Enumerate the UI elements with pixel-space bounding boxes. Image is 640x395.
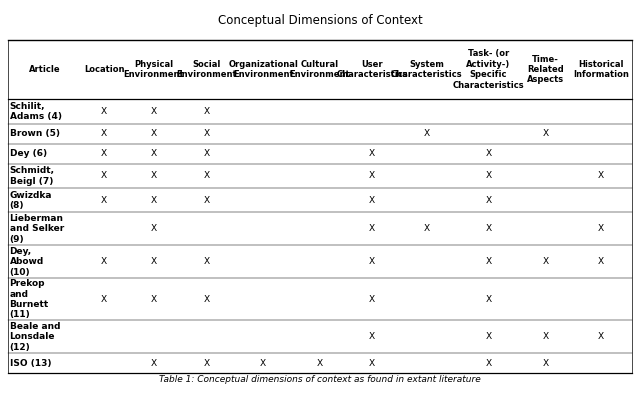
Text: Social
Environment: Social Environment [176,60,237,79]
Text: X: X [150,359,157,368]
Text: X: X [150,295,157,304]
Text: X: X [204,171,209,181]
Text: X: X [485,224,492,233]
Text: X: X [424,129,430,138]
Text: X: X [369,149,375,158]
Text: X: X [101,258,108,267]
Text: X: X [101,171,108,181]
Text: X: X [204,196,209,205]
Text: X: X [369,332,375,341]
Text: Location: Location [84,65,124,74]
Text: Conceptual Dimensions of Context: Conceptual Dimensions of Context [218,14,422,27]
Text: Article: Article [29,65,61,74]
Text: X: X [598,332,604,341]
Text: X: X [485,171,492,181]
Text: X: X [369,258,375,267]
Text: Dey (6): Dey (6) [10,149,47,158]
Text: X: X [204,129,209,138]
Text: Gwizdka
(8): Gwizdka (8) [10,191,52,210]
Text: X: X [369,359,375,368]
Text: X: X [485,359,492,368]
Text: X: X [485,258,492,267]
Text: X: X [543,258,548,267]
Text: Time-
Related
Aspects: Time- Related Aspects [527,55,564,84]
Text: X: X [204,258,209,267]
Text: X: X [598,224,604,233]
Text: X: X [485,332,492,341]
Text: X: X [101,196,108,205]
Text: X: X [543,359,548,368]
Text: X: X [150,224,157,233]
Text: X: X [485,295,492,304]
Text: X: X [317,359,323,368]
Text: X: X [598,258,604,267]
Text: Physical
Environment: Physical Environment [123,60,184,79]
Text: X: X [369,295,375,304]
Text: X: X [101,149,108,158]
Text: X: X [424,224,430,233]
Text: X: X [598,171,604,181]
Text: X: X [101,107,108,116]
Text: Prekop
and
Burnett
(11): Prekop and Burnett (11) [10,279,49,320]
Text: Organizational
Environment: Organizational Environment [228,60,298,79]
Text: X: X [101,295,108,304]
Text: X: X [204,149,209,158]
Text: User
Characteristics: User Characteristics [336,60,408,79]
Text: Brown (5): Brown (5) [10,129,60,138]
Text: X: X [543,129,548,138]
Text: Historical
Information: Historical Information [573,60,628,79]
Text: Dey,
Abowd
(10): Dey, Abowd (10) [10,247,44,277]
Text: X: X [150,196,157,205]
Text: ISO (13): ISO (13) [10,359,51,368]
Text: X: X [543,332,548,341]
Text: X: X [369,171,375,181]
Text: X: X [101,129,108,138]
Text: X: X [485,196,492,205]
Text: X: X [150,171,157,181]
Text: X: X [150,258,157,267]
Text: X: X [204,295,209,304]
Text: X: X [369,196,375,205]
Text: Lieberman
and Selker
(9): Lieberman and Selker (9) [10,214,64,244]
Text: Schilit,
Adams (4): Schilit, Adams (4) [10,102,61,121]
Text: X: X [204,359,209,368]
Text: Task- (or
Activity-)
Specific
Characteristics: Task- (or Activity-) Specific Characteri… [452,49,524,90]
Text: Schmidt,
Beigl (7): Schmidt, Beigl (7) [10,166,54,186]
Text: X: X [150,129,157,138]
Text: X: X [150,149,157,158]
Text: System
Characteristics: System Characteristics [391,60,463,79]
Text: X: X [369,224,375,233]
Text: Beale and
Lonsdale
(12): Beale and Lonsdale (12) [10,322,60,352]
Text: X: X [485,149,492,158]
Text: X: X [150,107,157,116]
Text: Table 1: Conceptual dimensions of context as found in extant literature: Table 1: Conceptual dimensions of contex… [159,375,481,384]
Text: X: X [204,107,209,116]
Text: X: X [260,359,266,368]
Text: Cultural
Environment: Cultural Environment [289,60,350,79]
